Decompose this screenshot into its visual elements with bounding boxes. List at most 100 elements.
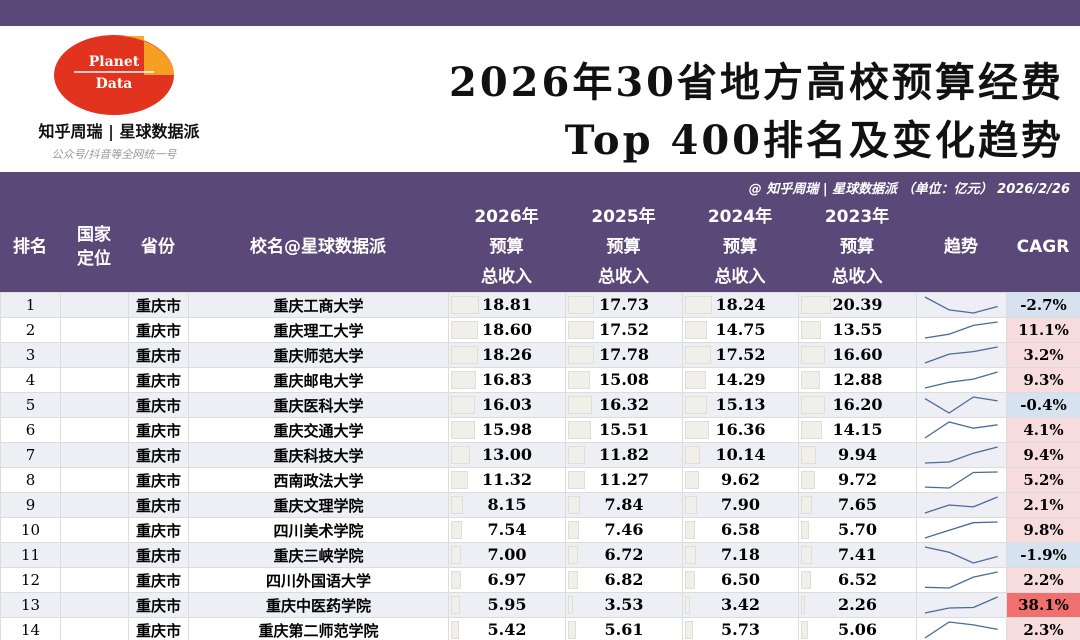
budget-cell-v2023: 9.72: [798, 467, 917, 493]
budget-cell-v2023: 16.20: [798, 392, 917, 418]
budget-value: 7.90: [721, 495, 760, 514]
trend-sparkline: [924, 521, 998, 539]
budget-bar: [685, 421, 710, 439]
national-cell: [60, 292, 129, 318]
trend-cell: [916, 617, 1007, 640]
budget-value: 5.73: [721, 620, 760, 639]
trend-line: [924, 571, 998, 589]
header-2025: 2025年 预算 总收入: [591, 207, 656, 287]
table-row: 3 重庆市 重庆师范大学 18.26 17.78 17.52 16.60 3.2%: [0, 342, 1080, 368]
page-title-line1: 2026年30省地方高校预算经费: [449, 59, 1064, 106]
budget-value: 7.41: [838, 545, 877, 564]
national-cell: [60, 617, 129, 640]
budget-cell-v2026: 7.00: [448, 542, 566, 568]
budget-value: 2.26: [838, 595, 877, 614]
school-cell: 重庆中医药学院: [188, 592, 449, 618]
budget-bar: [685, 521, 695, 539]
budget-cell-v2023: 7.41: [798, 542, 917, 568]
budget-value: 16.60: [832, 345, 883, 364]
budget-cell-v2024: 7.90: [682, 492, 799, 518]
budget-bar: [801, 596, 805, 614]
cagr-cell: 2.2%: [1006, 567, 1080, 593]
table-row: 4 重庆市 重庆邮电大学 16.83 15.08 14.29 12.88 9.3%: [0, 367, 1080, 393]
budget-bar: [801, 546, 812, 564]
budget-bar: [568, 621, 577, 639]
budget-bar: [801, 321, 821, 339]
header-2024: 2024年 预算 总收入: [707, 207, 773, 287]
trend-line: [924, 446, 998, 464]
province-cell: 重庆市: [128, 517, 189, 543]
budget-cell-v2025: 17.52: [565, 317, 683, 343]
brand-name: 知乎周瑞 | 星球数据派: [38, 122, 200, 141]
trend-line: [924, 546, 998, 564]
budget-bar: [568, 371, 591, 389]
budget-cell-v2024: 6.50: [682, 567, 799, 593]
budget-bar: [801, 471, 816, 489]
budget-cell-v2023: 2.26: [798, 592, 917, 618]
budget-bar: [685, 371, 707, 389]
budget-value: 15.51: [598, 420, 650, 439]
budget-value: 6.97: [487, 570, 527, 589]
budget-value: 17.73: [598, 295, 650, 314]
rank-cell: 12: [0, 567, 61, 593]
budget-bar: [451, 421, 475, 439]
trend-cell: [916, 392, 1007, 418]
rank-cell: 5: [0, 392, 61, 418]
budget-bar: [568, 496, 580, 514]
budget-value: 15.13: [715, 395, 766, 414]
budget-cell-v2024: 10.14: [682, 442, 799, 468]
trend-sparkline: [924, 421, 998, 439]
budget-bar: [568, 596, 574, 614]
budget-cell-v2025: 5.61: [565, 617, 683, 640]
trend-cell: [916, 542, 1007, 568]
trend-cell: [916, 417, 1007, 443]
budget-value: 7.54: [487, 520, 527, 539]
cagr-cell: 3.2%: [1006, 342, 1080, 368]
trend-line: [924, 346, 998, 364]
top-band: [0, 0, 1080, 26]
cagr-cell: 5.2%: [1006, 467, 1080, 493]
budget-bar: [685, 471, 700, 489]
budget-cell-v2026: 15.98: [448, 417, 566, 443]
trend-sparkline: [924, 371, 998, 389]
budget-value: 5.95: [487, 595, 527, 614]
rank-cell: 6: [0, 417, 61, 443]
budget-bar: [451, 496, 463, 514]
budget-bar: [451, 371, 476, 389]
province-cell: 重庆市: [128, 592, 189, 618]
budget-cell-v2024: 15.13: [682, 392, 799, 418]
table-row: 13 重庆市 重庆中医药学院 5.95 3.53 3.42 2.26 38.1%: [0, 592, 1080, 618]
budget-bar: [801, 571, 811, 589]
trend-cell: [916, 342, 1007, 368]
header-2023: 2023年 预算 总收入: [824, 207, 890, 287]
school-cell: 西南政法大学: [188, 467, 449, 493]
trend-line: [924, 396, 998, 414]
budget-value: 12.88: [832, 370, 883, 389]
budget-cell-v2025: 3.53: [565, 592, 683, 618]
budget-cell-v2026: 13.00: [448, 442, 566, 468]
logo-ellipse-icon: [54, 35, 174, 115]
budget-bar: [568, 471, 585, 489]
budget-bar: [801, 371, 820, 389]
table-row: 14 重庆市 重庆第二师范学院 5.42 5.61 5.73 5.06 2.3%: [0, 617, 1080, 640]
header-school: 校名@星球数据派: [250, 237, 386, 257]
budget-cell-v2024: 7.18: [682, 542, 799, 568]
budget-bar: [451, 596, 460, 614]
budget-value: 3.53: [604, 595, 644, 614]
budget-cell-v2025: 11.27: [565, 467, 683, 493]
table-header: 排名 国家 定位 省份 校名@星球数据派 2026年 预算 总收入 2025年 预算 总收…: [0, 202, 1080, 292]
table-row: 8 重庆市 西南政法大学 11.32 11.27 9.62 9.72 5.2%: [0, 467, 1080, 493]
header-2026: 2026年 预算 总收入: [474, 207, 539, 287]
budget-bar: [685, 346, 711, 364]
budget-bar: [801, 421, 822, 439]
budget-bar: [801, 621, 809, 639]
budget-value: 11.82: [598, 445, 650, 464]
budget-cell-v2024: 6.58: [682, 517, 799, 543]
budget-cell-v2025: 17.78: [565, 342, 683, 368]
budget-cell-v2024: 5.73: [682, 617, 799, 640]
province-cell: 重庆市: [128, 392, 189, 418]
budget-value: 14.15: [832, 420, 883, 439]
budget-bar: [568, 346, 595, 364]
budget-value: 11.27: [598, 470, 650, 489]
budget-cell-v2023: 5.70: [798, 517, 917, 543]
